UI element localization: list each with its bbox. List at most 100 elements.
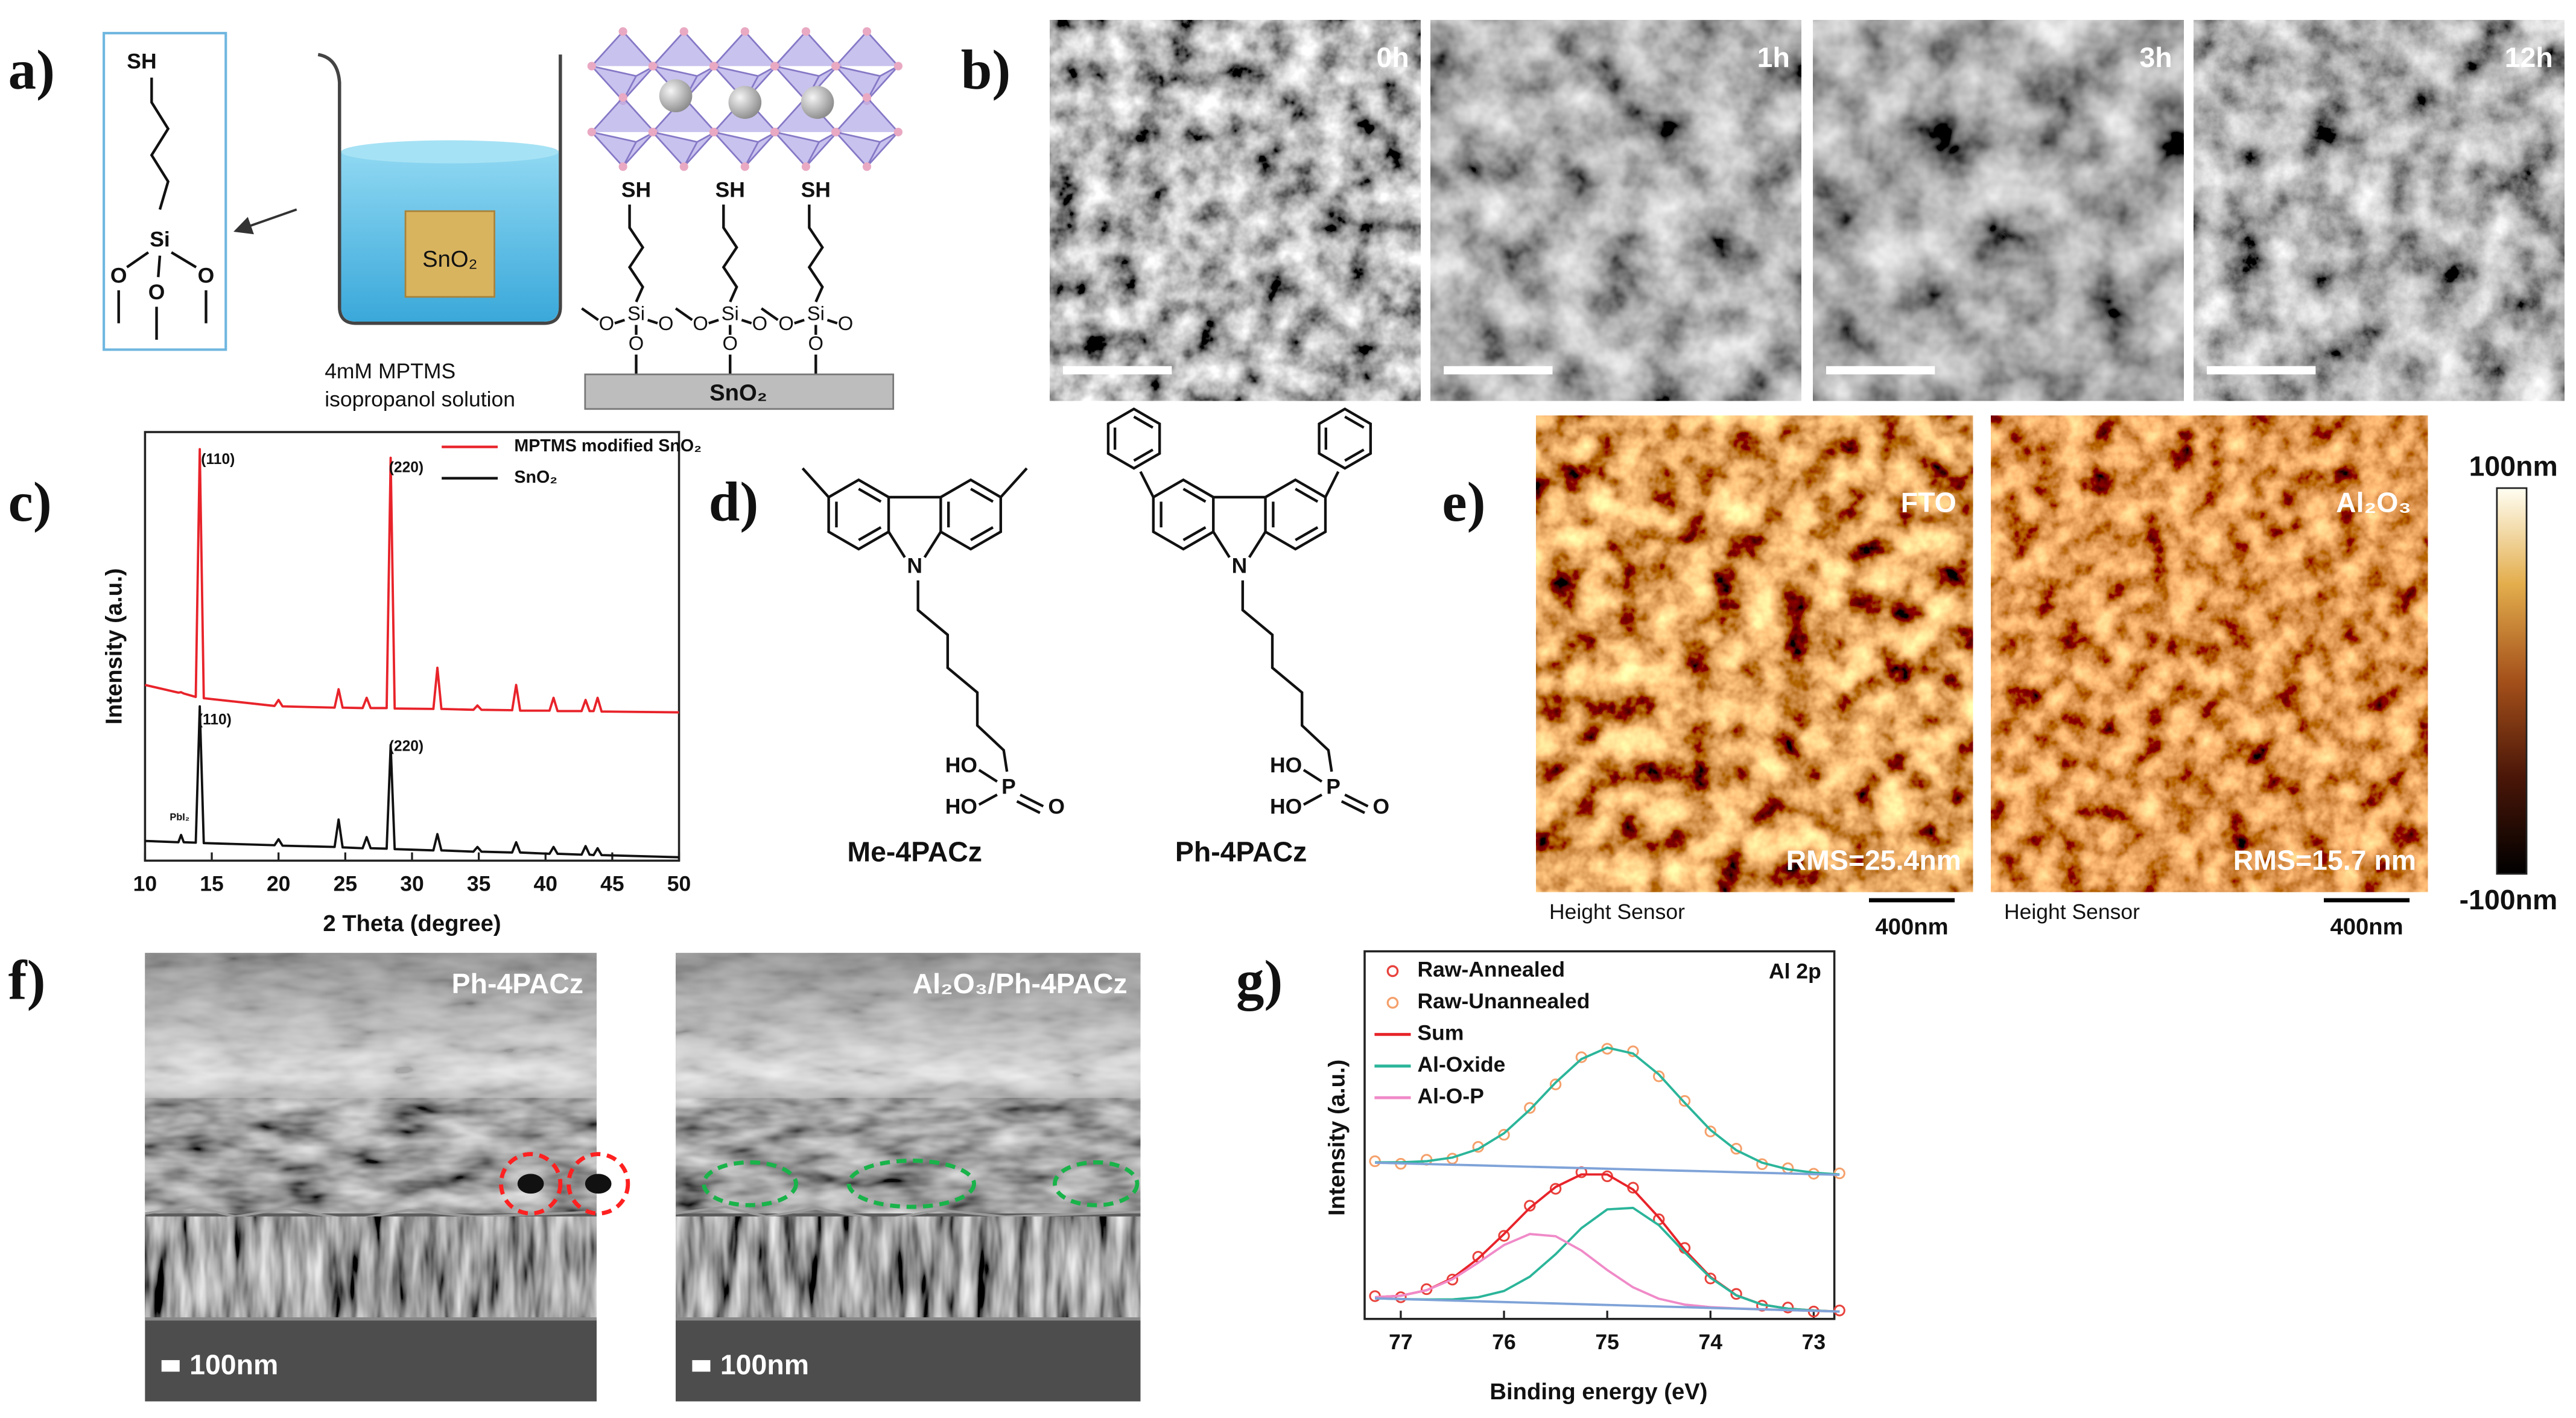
octahedron: [652, 96, 717, 168]
sem-image: [1050, 20, 1421, 401]
data-point: [1549, 1183, 1562, 1195]
annotation: (220): [389, 738, 424, 754]
scale-label: 400nm: [2330, 914, 2403, 940]
atom: O: [838, 312, 854, 334]
octahedron: [834, 30, 899, 102]
atom: Si: [722, 302, 739, 325]
x-tick-label: 77: [1389, 1330, 1413, 1354]
y-axis-label: Intensity (a.u.): [101, 568, 127, 725]
afm-image: [1536, 415, 1973, 892]
image-label: Al₂O₃: [2336, 487, 2411, 518]
data-point: [1524, 1200, 1536, 1212]
series-line: [144, 448, 679, 714]
bottom-layer: [676, 1318, 1141, 1402]
atom: HO: [1270, 794, 1302, 818]
x-tick-label: 30: [400, 872, 424, 896]
atom: O: [658, 312, 674, 334]
bond: [1139, 471, 1340, 498]
bond: [150, 77, 170, 210]
atom: O: [198, 264, 215, 288]
double-bond: [1324, 415, 1365, 462]
legend-swatch: [1386, 965, 1399, 978]
image-label: Ph-4PACz: [452, 968, 583, 999]
atom-dot: [893, 127, 903, 136]
octahedron: [590, 30, 656, 102]
series-line: [1375, 1161, 1840, 1176]
colorbar-label: -100nm: [2460, 884, 2558, 915]
x-tick-label: 20: [267, 872, 291, 896]
caption: isopropanol solution: [325, 387, 515, 412]
double-bond: [835, 488, 882, 541]
atom: O: [722, 332, 738, 354]
atom: O: [599, 312, 615, 334]
data-point: [1549, 1078, 1562, 1090]
legend-label: MPTMS modified SnO₂: [514, 436, 702, 456]
sensor-label: Height Sensor: [1549, 900, 1685, 924]
atom-dot: [740, 162, 749, 171]
void: [585, 1174, 612, 1194]
panel-label: c): [8, 471, 52, 533]
series-line: [145, 705, 679, 859]
x-tick-label: 40: [534, 872, 558, 896]
data-point: [1653, 1070, 1665, 1083]
double-bond: [1160, 488, 1207, 541]
annotation: (110): [201, 451, 235, 468]
series-line: [1375, 1206, 1840, 1313]
bond: [1212, 495, 1267, 558]
octahedron: [590, 96, 656, 168]
atom: Si: [807, 302, 825, 325]
bond: [117, 251, 208, 340]
solution-surface: [341, 140, 559, 164]
y-axis-label: Intensity (a.u.): [1324, 1060, 1350, 1216]
bond: [887, 495, 942, 558]
data-point: [1730, 1288, 1742, 1300]
atom: SH: [127, 49, 156, 73]
annotation: Al 2p: [1769, 959, 1821, 983]
colorbar-label: 100nm: [2469, 450, 2558, 482]
substrate-label: SnO₂: [422, 246, 477, 272]
bond: [807, 205, 824, 303]
bottom-layer: [145, 1318, 597, 1402]
data-point: [1498, 1128, 1510, 1141]
atom-dot: [587, 62, 596, 71]
legend-label: Raw-Unannealed: [1417, 989, 1590, 1013]
atom: HO: [1270, 753, 1302, 777]
bond: [1241, 580, 1333, 772]
arrow: [233, 208, 297, 235]
atom-dot: [770, 62, 779, 71]
bond: [1302, 769, 1369, 815]
sem-image: [1813, 20, 2184, 401]
x-tick-label: 35: [467, 872, 491, 896]
cation: [801, 86, 834, 119]
legend-label: Sum: [1417, 1021, 1464, 1045]
atom-dot: [618, 93, 627, 102]
sensor-label: Height Sensor: [2004, 900, 2140, 924]
void-marker: [566, 1152, 630, 1216]
atom-dot: [862, 162, 872, 171]
atom-dot: [709, 62, 719, 71]
x-axis-label: 2 Theta (degree): [323, 911, 501, 936]
x-tick-label: 25: [334, 872, 358, 896]
columns: [676, 1216, 1141, 1319]
substrate-piece: [404, 210, 495, 298]
atom-dot: [679, 27, 688, 36]
substrate: [584, 374, 895, 410]
scale-bar: [1826, 366, 1935, 375]
panel-label: d): [709, 471, 759, 533]
atom: O: [1373, 794, 1390, 818]
colorbar: [2496, 487, 2528, 875]
scale-label: 100nm: [189, 1349, 278, 1380]
substrate-label: SnO₂: [709, 380, 767, 405]
plot-frame: [144, 431, 680, 862]
molecule-name: Ph-4PACz: [1175, 836, 1307, 868]
scale-label: 400nm: [1875, 914, 1948, 940]
data-point: [1730, 1143, 1742, 1155]
caption: 4mM MPTMS: [325, 359, 455, 383]
data-point: [1524, 1102, 1536, 1114]
annotation: (220): [389, 460, 424, 476]
x-tick-label: 74: [1699, 1330, 1723, 1354]
molecule-name: Me-4PACz: [847, 836, 982, 868]
x-tick-label: 76: [1492, 1330, 1516, 1354]
panel-label: a): [8, 39, 55, 101]
columns: [145, 1216, 597, 1319]
